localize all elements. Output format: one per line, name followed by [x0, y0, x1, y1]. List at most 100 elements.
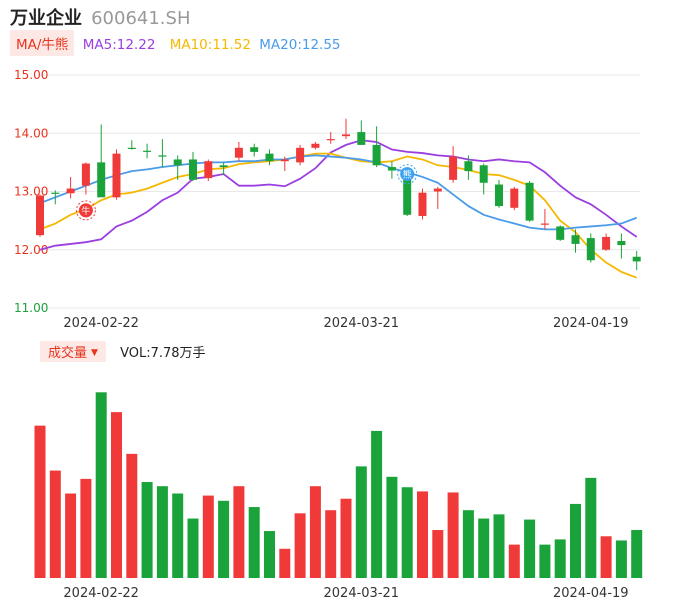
candle: [632, 250, 641, 271]
volume-bar: [478, 518, 490, 578]
candle-body: [326, 139, 335, 141]
bear-icon: 熊: [397, 164, 418, 185]
volume-bar: [264, 531, 275, 578]
candle: [158, 139, 167, 168]
volume-bar: [401, 487, 413, 578]
bull-bear-markers: 牛熊: [75, 164, 418, 221]
volume-bar: [417, 491, 428, 578]
ma5-line: [39, 139, 638, 251]
y-tick-label: 14.00: [14, 126, 48, 140]
candle-body: [540, 223, 549, 225]
volume-bar: [279, 548, 291, 578]
candle: [342, 118, 350, 140]
candle: [143, 143, 152, 159]
candle: [418, 188, 427, 220]
volume-bar: [187, 518, 199, 578]
x-tick-label: 2024-03-21: [324, 586, 400, 601]
candle-body: [112, 153, 121, 198]
volume-bar: [294, 513, 306, 578]
x-tick-label: 2024-04-19: [553, 586, 629, 601]
candle-body: [479, 165, 488, 183]
volume-bar: [447, 492, 459, 578]
candle-body: [66, 188, 75, 194]
candle: [433, 186, 442, 209]
candle: [495, 179, 503, 208]
candle: [464, 155, 473, 180]
volume-bar: [202, 495, 214, 578]
candle: [234, 141, 243, 162]
volume-bar: [493, 514, 505, 578]
candle: [36, 194, 44, 237]
candle: [112, 149, 121, 200]
candle-body: [403, 174, 412, 215]
ma-legend: MA/牛熊 MA5:12.22 MA10:11.52 MA20:12.55: [10, 30, 341, 56]
volume-bar: [95, 392, 107, 578]
candle: [51, 190, 60, 205]
candle-body: [342, 134, 350, 137]
candle: [510, 186, 519, 211]
marker-label: 牛: [81, 205, 90, 217]
marker-ring: [75, 200, 96, 221]
candle-body: [250, 147, 259, 152]
candle-body: [219, 165, 228, 168]
candle: [189, 151, 197, 182]
volume-bar: [585, 477, 597, 578]
candle: [265, 149, 274, 166]
candle: [219, 162, 228, 176]
candle: [280, 156, 289, 172]
stock-code: 600641.SH: [91, 8, 191, 29]
stock-name: 万业企业: [10, 8, 82, 29]
candle: [127, 140, 136, 150]
candle: [540, 208, 549, 230]
candle-body: [495, 184, 503, 207]
volume-bar: [126, 453, 138, 578]
candle-body: [97, 162, 106, 198]
candle-body: [449, 156, 458, 180]
volume-bar: [65, 493, 77, 578]
volume-bar: [156, 486, 168, 578]
y-tick-label: 15.00: [14, 68, 48, 82]
caret-down-icon: ▼: [91, 348, 98, 358]
candle: [296, 144, 305, 166]
candle: [372, 126, 381, 168]
candle: [571, 229, 580, 253]
price-gridlines: [40, 74, 640, 309]
volume-bar: [371, 430, 383, 578]
x-tick-label: 2024-02-22: [63, 316, 139, 331]
volume-bar: [508, 544, 520, 578]
candle-body: [387, 167, 396, 171]
volume-bar: [462, 510, 474, 578]
candle: [479, 163, 488, 195]
moving-average-lines: [39, 139, 638, 279]
candle: [357, 120, 366, 145]
candle-body: [556, 226, 565, 240]
ma-bull-bear-tab[interactable]: MA/牛熊: [10, 30, 75, 56]
candle: [311, 141, 320, 150]
volume-bar: [615, 540, 627, 578]
volume-bar: [600, 536, 612, 578]
volume-bars: [34, 392, 643, 578]
volume-bar: [141, 482, 153, 578]
x-tick-label: 2024-03-21: [324, 316, 400, 331]
stock-header: 万业企业 600641.SH: [10, 4, 191, 29]
volume-tab[interactable]: 成交量 ▼: [40, 341, 106, 362]
volume-bar: [340, 498, 352, 578]
candle-body: [372, 144, 381, 166]
candle-body: [464, 161, 473, 172]
candle-body: [418, 192, 427, 216]
volume-bar: [233, 486, 245, 578]
x-tick-label: 2024-04-19: [553, 316, 629, 331]
marker-label: 熊: [403, 169, 412, 181]
x-tick-label: 2024-02-22: [63, 586, 139, 601]
volume-bar: [570, 503, 581, 578]
volume-bar: [80, 478, 92, 578]
candlesticks: [36, 118, 641, 271]
candle: [326, 132, 335, 144]
candle-body: [296, 147, 305, 163]
candle: [81, 162, 90, 195]
candle-body: [525, 182, 534, 221]
candle-body: [127, 147, 136, 150]
candle-body: [433, 188, 442, 192]
volume-bar: [524, 519, 536, 578]
